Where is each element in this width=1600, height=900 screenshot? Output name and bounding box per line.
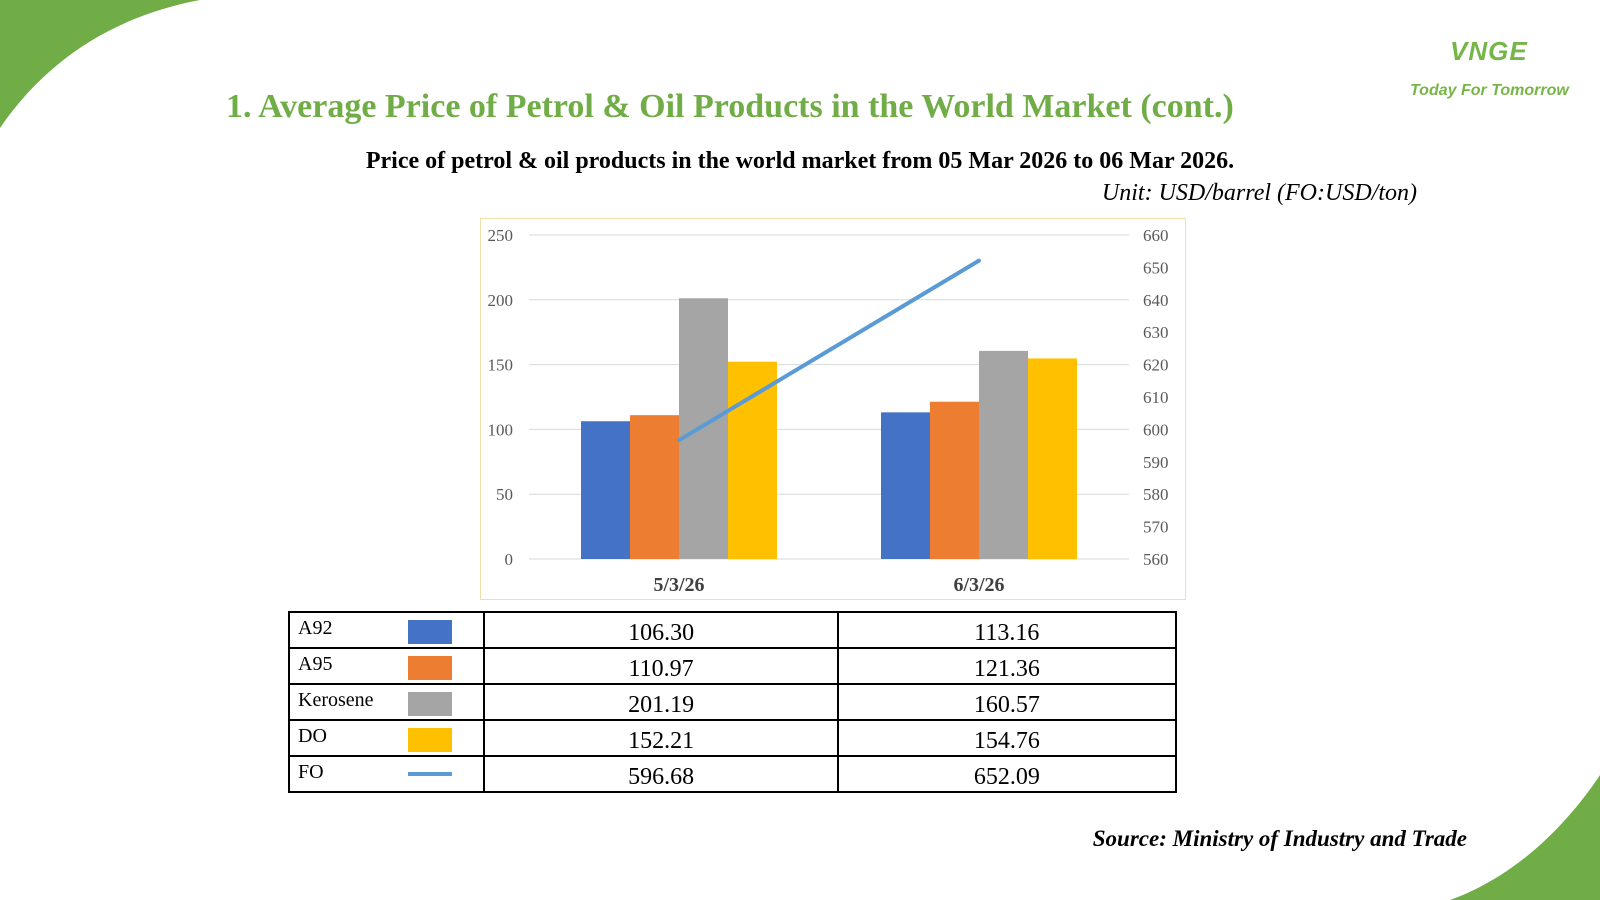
corner-decoration-bottom-right xyxy=(1450,775,1600,900)
table-row: A92 106.30 113.16 xyxy=(287,611,1178,649)
value-cell: 110.97 xyxy=(483,647,839,685)
value-cell: 154.76 xyxy=(836,719,1178,757)
legend-swatch xyxy=(408,692,452,716)
value-cell: 121.36 xyxy=(836,647,1178,685)
chart-subtitle: Price of petrol & oil products in the wo… xyxy=(365,148,1235,174)
line-fo xyxy=(677,258,981,443)
y-tick-label-right: 610 xyxy=(1143,388,1169,407)
legend-swatch xyxy=(408,772,452,776)
unit-label: Unit: USD/barrel (FO:USD/ton) xyxy=(1101,180,1417,206)
logo-mark: VNGE xyxy=(1450,36,1528,66)
y-tick-label-right: 590 xyxy=(1143,453,1169,472)
series-name: Kerosene xyxy=(298,689,374,711)
value-cell: 106.30 xyxy=(483,611,839,649)
bar-a92-2 xyxy=(881,412,930,559)
data-table: A92 106.30 113.16 A95 110.97 121.36 Kerosene 20… xyxy=(287,611,1178,793)
combo-chart: 250 200 150 100 50 0 660 650 640 630 620 610 600 590 5… xyxy=(488,226,1169,596)
y-tick-label-left: 50 xyxy=(496,485,513,504)
legend-swatch xyxy=(408,656,452,680)
vnge-logo: VNGE Today For Tomorrow xyxy=(1400,18,1580,108)
y-tick-label-right: 600 xyxy=(1143,420,1169,439)
y-tick-label-right: 640 xyxy=(1143,291,1169,310)
y-tick-label-left: 250 xyxy=(488,226,514,245)
table-row: Kerosene 201.19 160.57 xyxy=(287,683,1178,721)
y-tick-label-left: 200 xyxy=(488,291,514,310)
y-tick-label-left: 150 xyxy=(488,356,514,375)
source-note: Source: Ministry of Industry and Trade xyxy=(1092,826,1467,851)
value-cell: 596.68 xyxy=(483,755,839,793)
bar-kerosene-2 xyxy=(979,350,1028,559)
y-tick-label-right: 660 xyxy=(1143,226,1169,245)
bar-do-1 xyxy=(728,361,777,559)
series-name-cell: DO xyxy=(287,719,486,757)
bar-a95-1 xyxy=(630,415,679,559)
y-tick-label-right: 650 xyxy=(1143,258,1169,277)
table-row: DO 152.21 154.76 xyxy=(287,719,1178,757)
y-tick-label-right: 620 xyxy=(1143,356,1169,375)
y-tick-label-right: 560 xyxy=(1143,550,1169,569)
y-tick-label-right: 580 xyxy=(1143,485,1169,504)
corner-decoration-top-left xyxy=(0,0,200,128)
series-name: FO xyxy=(298,761,324,783)
table-row: A95 110.97 121.36 xyxy=(287,647,1178,685)
legend-swatch xyxy=(408,620,452,644)
series-name: A95 xyxy=(298,653,333,675)
y-tick-label-left: 100 xyxy=(488,420,514,439)
legend-swatch xyxy=(408,728,452,752)
series-name-cell: FO xyxy=(287,755,486,793)
slide-title: 1. Average Price of Petrol & Oil Product… xyxy=(226,88,1234,125)
bar-a95-2 xyxy=(930,401,979,559)
bar-do-2 xyxy=(1028,358,1077,559)
x-tick-label: 5/3/26 xyxy=(653,574,704,596)
logo-tagline: Today For Tomorrow xyxy=(1410,82,1569,99)
y-tick-label-right: 630 xyxy=(1143,323,1169,342)
bar-a92-1 xyxy=(581,421,630,559)
series-name-cell: Kerosene xyxy=(287,683,486,721)
value-cell: 652.09 xyxy=(836,755,1178,793)
series-name: A92 xyxy=(298,617,333,639)
series-name: DO xyxy=(298,725,327,747)
y-tick-label-right: 570 xyxy=(1143,518,1169,537)
table-row: FO 596.68 652.09 xyxy=(287,755,1178,793)
value-cell: 113.16 xyxy=(836,611,1178,649)
bar-kerosene-1 xyxy=(679,298,728,559)
x-tick-label: 6/3/26 xyxy=(953,574,1004,596)
series-name-cell: A95 xyxy=(287,647,486,685)
value-cell: 160.57 xyxy=(836,683,1178,721)
value-cell: 201.19 xyxy=(483,683,839,721)
chart-area: 250 200 150 100 50 0 660 650 640 630 620 610 600 590 5… xyxy=(480,218,1186,600)
series-name-cell: A92 xyxy=(287,611,486,649)
y-tick-label-left: 0 xyxy=(505,550,514,569)
value-cell: 152.21 xyxy=(483,719,839,757)
